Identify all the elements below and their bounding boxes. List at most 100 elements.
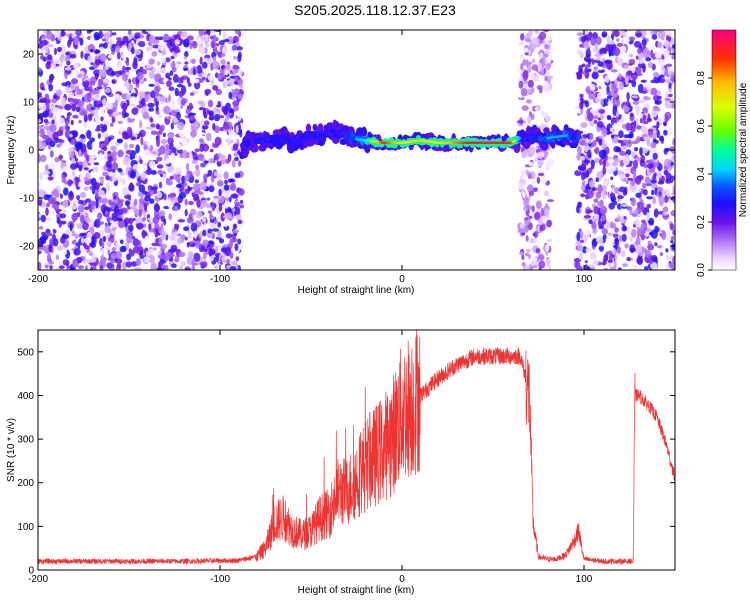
noise-blob: [45, 217, 52, 221]
noise-blob: [65, 229, 71, 236]
noise-blob: [646, 163, 654, 169]
noise-blob: [198, 107, 204, 111]
noise-blob: [651, 34, 658, 40]
noise-blob: [583, 56, 591, 62]
noise-blob: [585, 48, 591, 58]
noise-blob: [99, 53, 107, 62]
noise-blob: [173, 231, 180, 237]
noise-blob: [107, 54, 114, 59]
noise-blob: [135, 98, 139, 106]
noise-blob: [602, 258, 607, 266]
noise-blob: [169, 192, 177, 198]
noise-blob: [585, 170, 590, 178]
noise-blob: [216, 160, 220, 166]
noise-blob: [175, 62, 179, 69]
noise-blob: [56, 245, 64, 251]
noise-blob: [521, 105, 529, 111]
noise-blob: [201, 157, 206, 162]
noise-blob: [670, 240, 674, 244]
noise-blob: [65, 52, 70, 56]
noise-blob: [100, 116, 104, 122]
noise-blob: [87, 166, 92, 170]
noise-blob: [629, 53, 633, 58]
noise-blob: [654, 158, 659, 164]
noise-blob: [577, 201, 582, 208]
noise-blob: [124, 200, 131, 207]
noise-blob: [641, 205, 645, 213]
noise-blob: [42, 97, 47, 104]
noise-blob: [212, 60, 220, 70]
noise-blob: [155, 123, 160, 130]
noise-blob: [620, 45, 627, 54]
noise-blob: [199, 56, 203, 65]
noise-blob: [62, 199, 69, 209]
noise-blob: [215, 255, 219, 263]
noise-blob: [537, 151, 543, 159]
noise-blob: [540, 178, 548, 184]
x-tick-label: 100: [576, 274, 593, 285]
noise-blob: [38, 119, 42, 123]
noise-blob: [610, 176, 614, 181]
noise-blob: [67, 179, 72, 187]
noise-blob: [532, 233, 537, 236]
noise-blob: [121, 186, 129, 196]
noise-blob: [50, 210, 55, 216]
noise-blob: [619, 54, 626, 58]
noise-blob: [538, 45, 546, 50]
noise-blob: [53, 202, 59, 212]
noise-blob: [608, 254, 613, 263]
noise-blob: [642, 64, 646, 73]
noise-blob: [45, 164, 49, 172]
noise-blob: [173, 73, 179, 83]
noise-blob: [635, 32, 642, 37]
noise-blob: [579, 239, 585, 243]
noise-blob: [139, 91, 146, 96]
noise-blob: [650, 183, 658, 189]
noise-blob: [609, 192, 616, 198]
noise-blob: [167, 133, 175, 139]
noise-blob: [80, 134, 85, 139]
noise-blob: [222, 122, 230, 130]
noise-blob: [169, 234, 176, 241]
noise-blob: [211, 197, 219, 204]
noise-blob: [633, 209, 639, 215]
ridge-halo: [543, 127, 550, 135]
noise-blob: [193, 230, 198, 239]
ridge-core: [564, 134, 568, 137]
noise-blob: [591, 216, 599, 222]
noise-blob: [579, 156, 585, 161]
noise-blob: [545, 258, 552, 265]
ridge-halo: [565, 139, 571, 146]
noise-blob: [593, 198, 599, 203]
noise-blob: [200, 199, 208, 208]
spectrogram-x-axis-label: Height of straight line (km): [298, 285, 415, 296]
noise-blob: [594, 42, 599, 51]
noise-blob: [55, 65, 62, 74]
noise-blob: [586, 266, 591, 270]
noise-blob: [193, 78, 200, 84]
ridge-mid: [498, 137, 503, 143]
noise-blob: [234, 156, 239, 162]
noise-blob: [59, 139, 65, 144]
noise-blob: [75, 176, 79, 186]
noise-blob: [117, 149, 124, 158]
noise-blob: [618, 81, 625, 91]
noise-blob: [189, 115, 195, 121]
noise-blob: [106, 232, 111, 239]
noise-blob: [661, 232, 667, 238]
noise-blob: [39, 154, 47, 163]
noise-blob: [186, 35, 194, 41]
noise-blob: [136, 71, 144, 81]
noise-blob: [601, 154, 605, 160]
noise-blob: [532, 74, 540, 82]
noise-blob: [221, 255, 228, 263]
noise-blob: [206, 197, 211, 201]
y-tick-label: 0: [28, 146, 34, 157]
noise-blob: [589, 132, 594, 141]
noise-blob: [106, 241, 112, 247]
x-tick-label: -200: [28, 574, 48, 585]
noise-blob: [658, 30, 666, 39]
noise-blob: [517, 228, 524, 234]
noise-blob: [611, 134, 615, 139]
